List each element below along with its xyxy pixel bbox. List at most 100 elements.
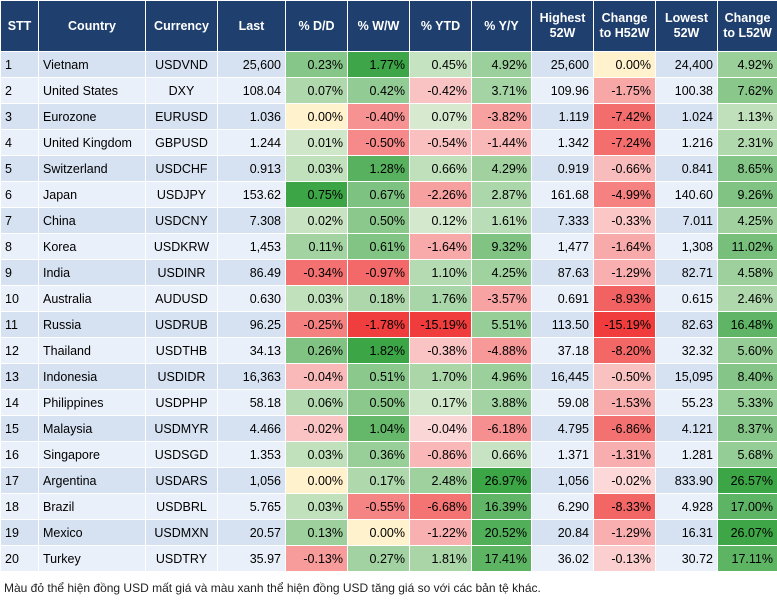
value-cell: -0.42% (410, 78, 472, 104)
value-cell: 0.13% (286, 520, 348, 546)
value-cell: 0.841 (656, 156, 718, 182)
value-cell: -0.50% (594, 364, 656, 390)
value-cell: 4.121 (656, 416, 718, 442)
value-cell: 0.02% (286, 208, 348, 234)
value-cell: 0.03% (286, 494, 348, 520)
value-cell: 0.18% (348, 286, 410, 312)
value-cell: 0.27% (348, 546, 410, 572)
value-cell: 17.41% (472, 546, 532, 572)
value-cell: -0.02% (594, 468, 656, 494)
value-cell: 0.42% (348, 78, 410, 104)
value-cell: 7.333 (532, 208, 594, 234)
value-cell: -0.33% (594, 208, 656, 234)
value-cell: 32.32 (656, 338, 718, 364)
value-cell: 5.60% (718, 338, 777, 364)
value-cell: 3.88% (472, 390, 532, 416)
country-cell: Australia (39, 286, 146, 312)
country-cell: Korea (39, 234, 146, 260)
value-cell: 2.87% (472, 182, 532, 208)
column-header: % W/W (348, 1, 410, 52)
currency-cell: USDTHB (146, 338, 218, 364)
value-cell: 2.46% (718, 286, 777, 312)
value-cell: -15.19% (410, 312, 472, 338)
value-cell: 4.96% (472, 364, 532, 390)
value-cell: 1.70% (410, 364, 472, 390)
value-cell: -1.29% (594, 260, 656, 286)
country-cell: Argentina (39, 468, 146, 494)
value-cell: 1,453 (218, 234, 286, 260)
value-cell: 7.62% (718, 78, 777, 104)
currency-cell: USDJPY (146, 182, 218, 208)
row-number: 6 (1, 182, 39, 208)
country-cell: Russia (39, 312, 146, 338)
value-cell: 35.97 (218, 546, 286, 572)
value-cell: 4.25% (472, 260, 532, 286)
value-cell: 17.00% (718, 494, 777, 520)
value-cell: 9.32% (472, 234, 532, 260)
value-cell: 4.29% (472, 156, 532, 182)
row-number: 9 (1, 260, 39, 286)
currency-cell: USDKRW (146, 234, 218, 260)
value-cell: 0.51% (348, 364, 410, 390)
currency-cell: USDCNY (146, 208, 218, 234)
value-cell: -6.18% (472, 416, 532, 442)
row-number: 8 (1, 234, 39, 260)
value-cell: 0.00% (286, 104, 348, 130)
value-cell: -4.99% (594, 182, 656, 208)
country-cell: Thailand (39, 338, 146, 364)
column-header: Country (39, 1, 146, 52)
value-cell: 82.71 (656, 260, 718, 286)
value-cell: 34.13 (218, 338, 286, 364)
value-cell: -1.53% (594, 390, 656, 416)
value-cell: 5.51% (472, 312, 532, 338)
row-number: 5 (1, 156, 39, 182)
country-cell: Indonesia (39, 364, 146, 390)
value-cell: 0.913 (218, 156, 286, 182)
value-cell: 4.58% (718, 260, 777, 286)
value-cell: 26.07% (718, 520, 777, 546)
value-cell: -2.26% (410, 182, 472, 208)
value-cell: 2.31% (718, 130, 777, 156)
country-cell: Switzerland (39, 156, 146, 182)
currency-cell: USDRUB (146, 312, 218, 338)
value-cell: 0.691 (532, 286, 594, 312)
column-header: % YTD (410, 1, 472, 52)
column-header: Change to L52W (718, 1, 777, 52)
value-cell: 4.928 (656, 494, 718, 520)
value-cell: 58.18 (218, 390, 286, 416)
value-cell: 4.92% (472, 52, 532, 78)
value-cell: 82.63 (656, 312, 718, 338)
currency-cell: USDINR (146, 260, 218, 286)
value-cell: 25,600 (218, 52, 286, 78)
value-cell: 0.919 (532, 156, 594, 182)
value-cell: 1.024 (656, 104, 718, 130)
value-cell: 55.23 (656, 390, 718, 416)
value-cell: 1.76% (410, 286, 472, 312)
value-cell: 8.37% (718, 416, 777, 442)
value-cell: 7.308 (218, 208, 286, 234)
value-cell: -1.31% (594, 442, 656, 468)
currency-cell: USDTRY (146, 546, 218, 572)
value-cell: 20.57 (218, 520, 286, 546)
value-cell: 20.84 (532, 520, 594, 546)
value-cell: 87.63 (532, 260, 594, 286)
country-cell: Japan (39, 182, 146, 208)
country-cell: Vietnam (39, 52, 146, 78)
value-cell: 1.342 (532, 130, 594, 156)
country-cell: Malaysia (39, 416, 146, 442)
value-cell: 17.11% (718, 546, 777, 572)
value-cell: 1.28% (348, 156, 410, 182)
